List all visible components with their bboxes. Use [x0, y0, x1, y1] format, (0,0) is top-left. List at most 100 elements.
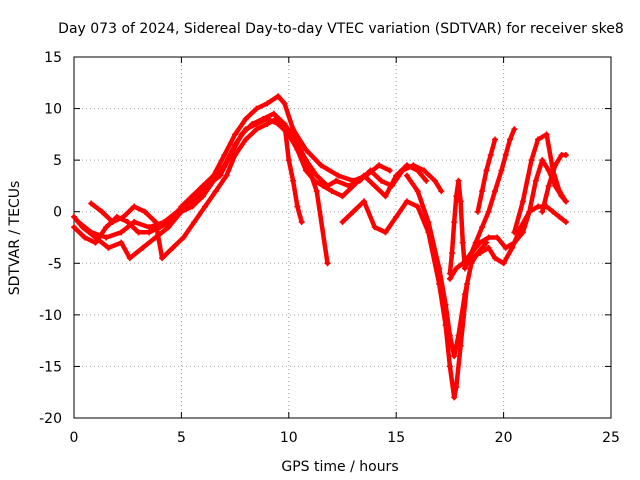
data-point	[479, 188, 486, 195]
data-point	[457, 198, 464, 205]
data-point	[232, 141, 239, 148]
data-point	[242, 126, 249, 133]
data-point	[302, 167, 309, 174]
data-point	[146, 224, 153, 231]
data-point	[324, 182, 331, 189]
data-point	[152, 219, 159, 226]
data-point	[399, 167, 406, 174]
data-point	[103, 224, 110, 231]
data-point	[221, 162, 228, 169]
data-point	[281, 100, 288, 107]
data-point	[367, 167, 374, 174]
data-point	[281, 121, 288, 128]
series-arc-6	[340, 199, 470, 400]
y-tick-label: -5	[48, 256, 62, 272]
data-point	[360, 198, 367, 205]
data-point	[382, 229, 389, 236]
data-point	[461, 265, 468, 272]
series-arc-12	[512, 132, 569, 235]
x-tick-label: 20	[495, 430, 513, 446]
y-axis-label: SDTVAR / TECUs	[7, 181, 23, 296]
data-point	[498, 167, 505, 174]
data-point	[485, 234, 492, 241]
data-point	[356, 177, 363, 184]
data-point	[479, 224, 486, 231]
data-point	[403, 172, 410, 179]
data-point	[253, 105, 260, 112]
data-point	[500, 260, 507, 267]
data-point	[253, 121, 260, 128]
data-point	[487, 151, 494, 158]
data-point	[242, 115, 249, 122]
series-arc-13-markers	[539, 151, 569, 215]
data-point	[264, 115, 271, 122]
data-point	[410, 162, 417, 169]
data-point	[290, 126, 297, 133]
data-point	[302, 146, 309, 153]
data-point	[324, 260, 331, 267]
series-arc-7	[404, 173, 489, 359]
data-point	[169, 244, 176, 251]
data-point	[232, 131, 239, 138]
data-point	[453, 193, 460, 200]
data-point	[298, 219, 305, 226]
data-point	[350, 208, 357, 215]
data-point	[532, 177, 539, 184]
data-point	[526, 208, 533, 215]
data-point	[455, 177, 462, 184]
data-point	[453, 384, 460, 391]
data-point	[333, 177, 340, 184]
data-point	[511, 126, 518, 133]
data-point	[189, 203, 196, 210]
data-point	[335, 172, 342, 179]
data-point	[403, 198, 410, 205]
y-tick-label: 15	[44, 50, 62, 66]
data-point	[275, 93, 282, 100]
data-point	[189, 198, 196, 205]
data-point	[539, 157, 546, 164]
data-point	[388, 182, 395, 189]
data-point	[290, 177, 297, 184]
data-point	[199, 193, 206, 200]
data-point	[494, 234, 501, 241]
data-point	[451, 353, 458, 360]
data-point	[485, 208, 492, 215]
data-point	[414, 203, 421, 210]
data-point	[492, 136, 499, 143]
data-point	[476, 249, 483, 256]
data-point	[71, 224, 77, 231]
data-point	[120, 213, 127, 220]
data-point	[556, 213, 563, 220]
data-point	[232, 151, 239, 158]
data-point	[131, 219, 138, 226]
data-point	[534, 136, 541, 143]
data-point	[543, 131, 550, 138]
data-point	[378, 177, 385, 184]
y-tick-label: 0	[53, 205, 62, 221]
data-point	[425, 219, 432, 226]
y-tick-label: -20	[39, 411, 62, 427]
series-arc-10	[447, 157, 569, 282]
data-point	[202, 203, 209, 210]
data-point	[223, 172, 230, 179]
data-point	[511, 239, 518, 246]
data-point	[124, 219, 131, 226]
data-point	[485, 244, 492, 251]
data-point	[562, 151, 569, 158]
data-point	[449, 249, 456, 256]
data-point	[468, 249, 475, 256]
data-point	[313, 172, 320, 179]
data-point	[253, 126, 260, 133]
data-point	[92, 239, 99, 246]
data-point	[436, 265, 443, 272]
y-tick-label: 5	[53, 153, 62, 169]
data-point	[109, 219, 116, 226]
data-point	[141, 208, 148, 215]
series-arc-5-markers	[281, 121, 305, 226]
data-point	[459, 260, 466, 267]
data-point	[562, 198, 569, 205]
data-point	[71, 213, 77, 220]
data-point	[423, 177, 430, 184]
data-point	[483, 167, 490, 174]
data-point	[502, 244, 509, 251]
